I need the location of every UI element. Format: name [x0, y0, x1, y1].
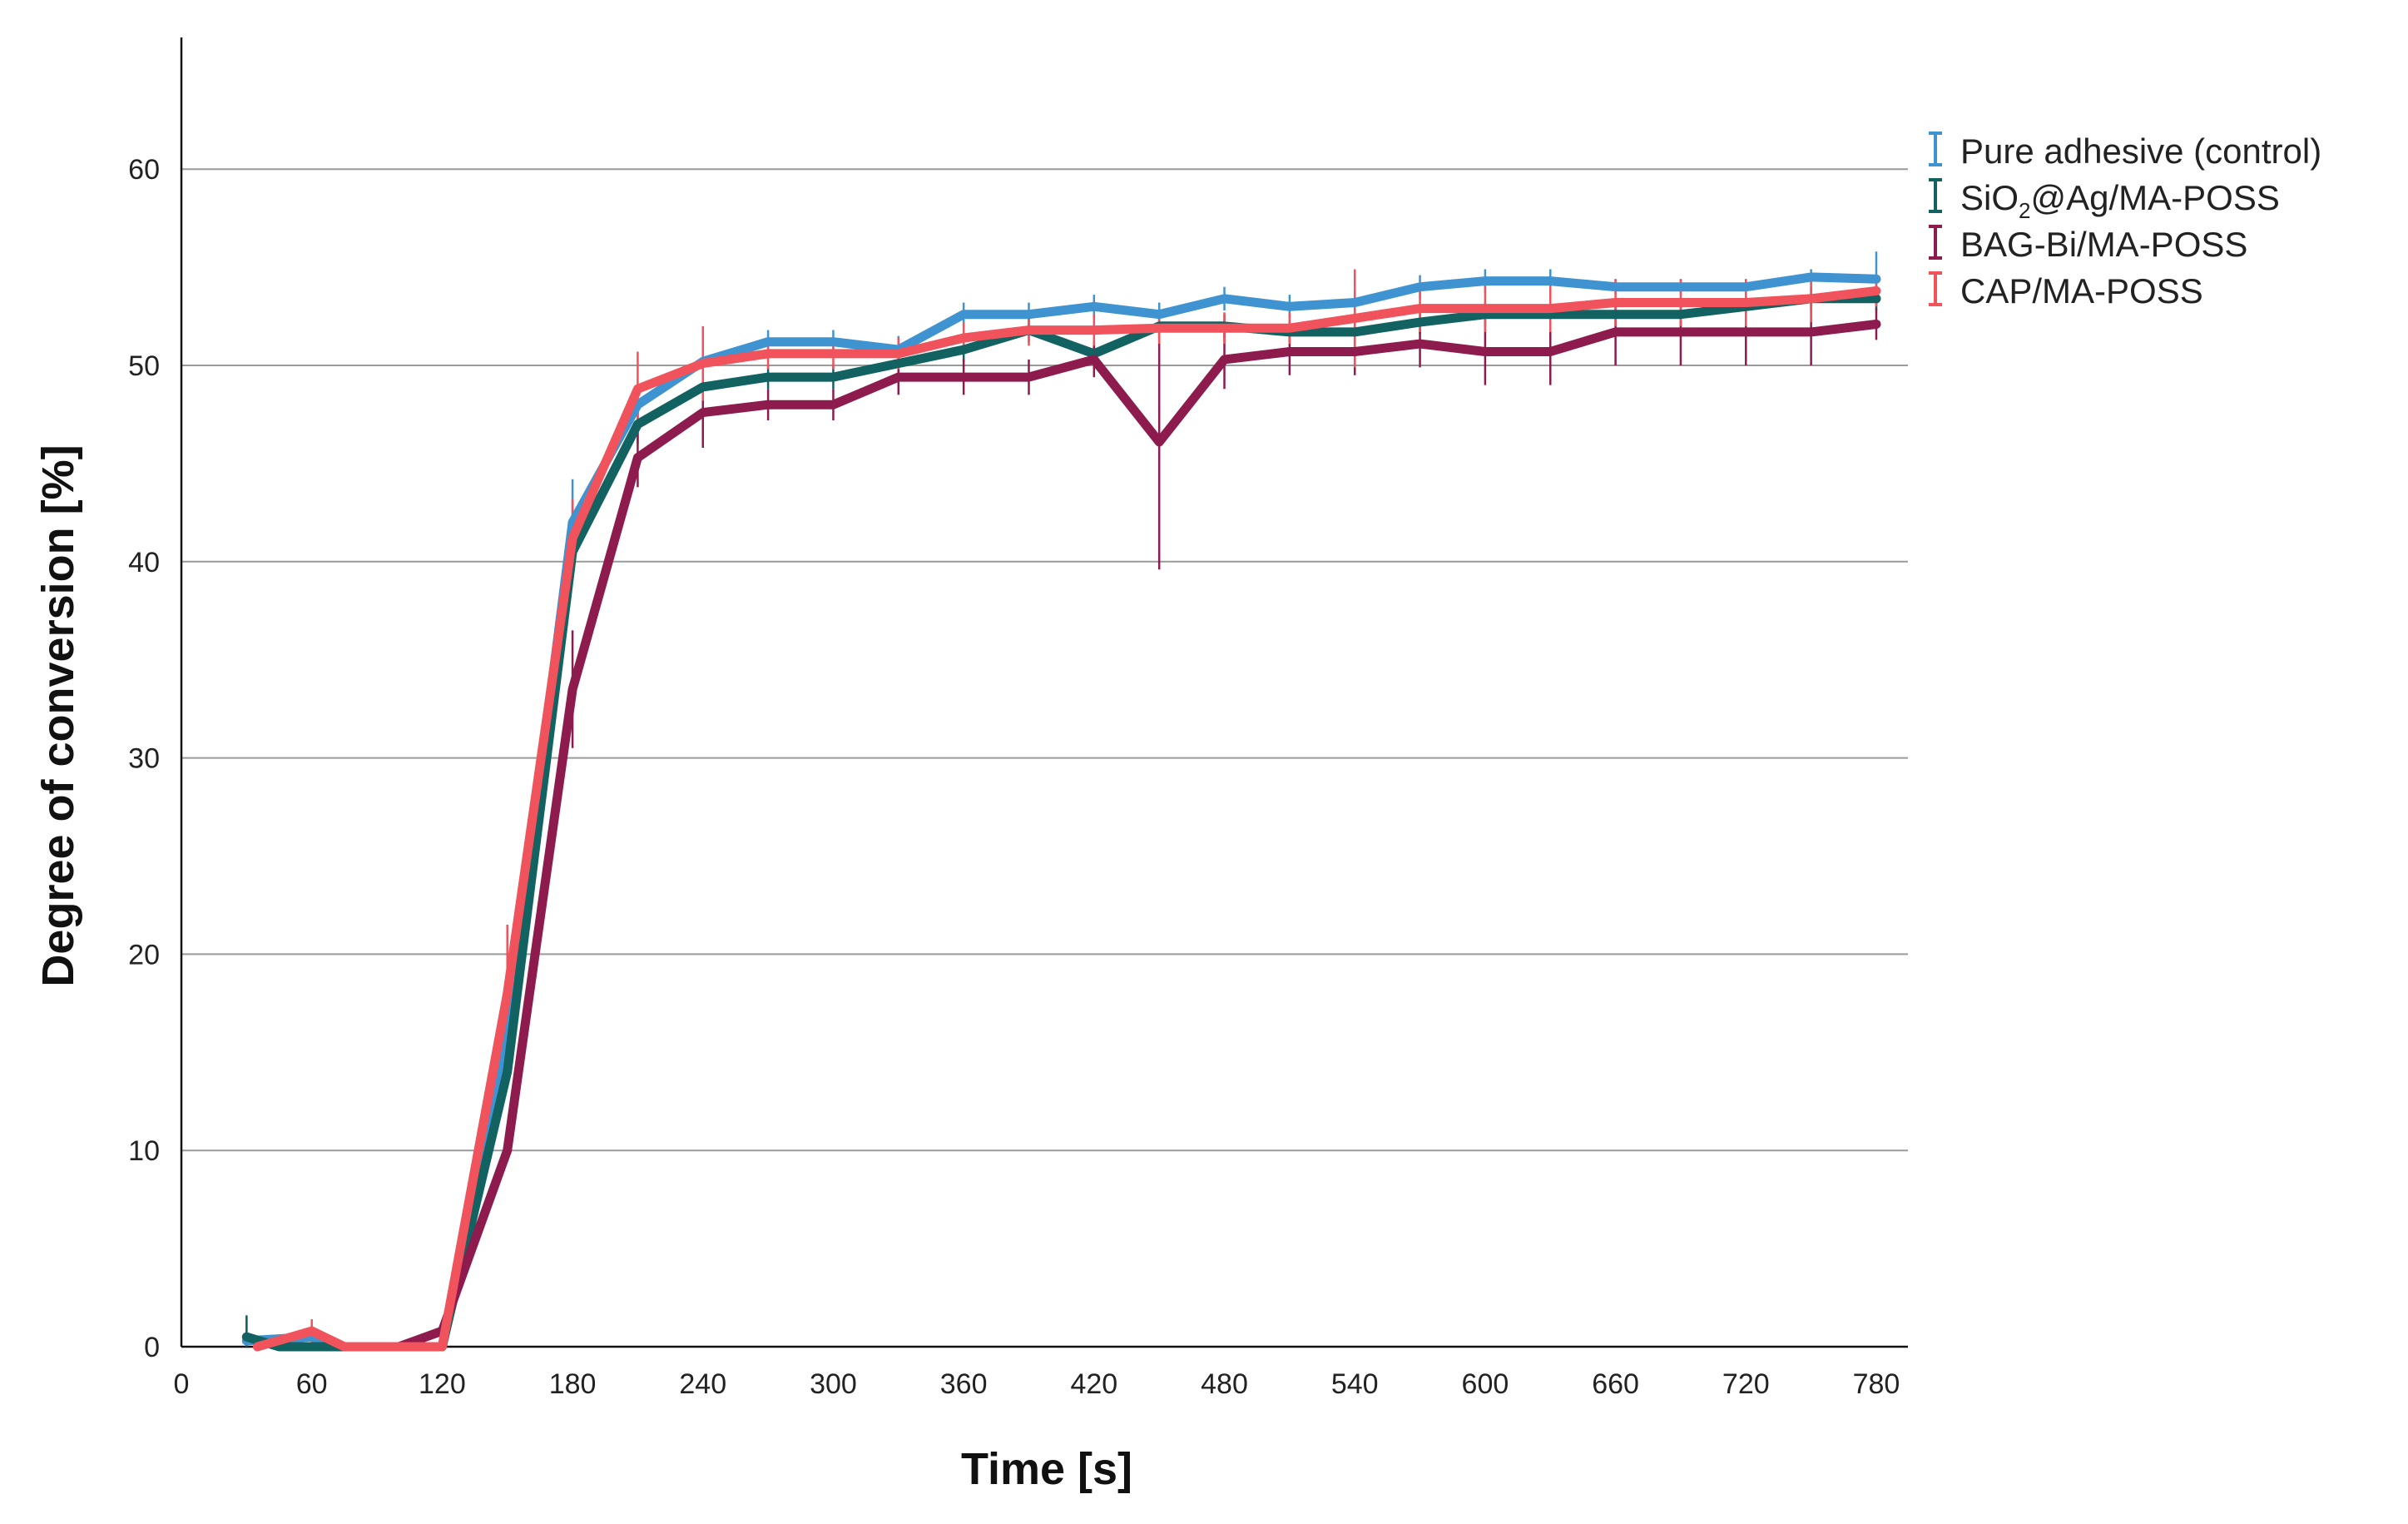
legend-label-sio2-main: SiO: [1960, 178, 2019, 217]
x-tick-label-420: 420: [1070, 1368, 1117, 1400]
x-tick-label-0: 0: [174, 1368, 190, 1400]
x-tick-label-600: 600: [1462, 1368, 1509, 1400]
y-axis-title: Degree of conversion [%]: [33, 444, 83, 986]
x-axis-title: Time [s]: [961, 1444, 1132, 1494]
y-tick-label-20: 20: [128, 939, 160, 970]
y-tick-label-10: 10: [128, 1135, 160, 1167]
grid-lines: [181, 168, 1908, 1152]
legend-label-bag-bi: BAG-Bi/MA-POSS: [1960, 225, 2247, 264]
x-tick-label-60: 60: [296, 1368, 328, 1400]
x-tick-label-720: 720: [1722, 1368, 1770, 1400]
legend-label-sio2-rest: @Ag/MA-POSS: [2030, 178, 2279, 217]
legend-swatch-bag-bi: [1929, 225, 1942, 260]
x-tick-label-540: 540: [1331, 1368, 1379, 1400]
legend-item-sio2-ag: SiO2@Ag/MA-POSS: [1929, 178, 2280, 223]
x-tick-label-300: 300: [810, 1368, 857, 1400]
x-tick-labels: 0 60 120 180 240 300 360 420 480 540 600 660 720 780: [174, 1368, 1900, 1400]
x-tick-label-180: 180: [549, 1368, 597, 1400]
series-line-3: [252, 285, 1881, 1352]
x-tick-label-120: 120: [419, 1368, 466, 1400]
legend-item-bag-bi: BAG-Bi/MA-POSS: [1929, 225, 2247, 264]
x-tick-label-660: 660: [1592, 1368, 1639, 1400]
legend-label-sio2-ag: SiO2@Ag/MA-POSS: [1960, 178, 2280, 223]
legend-item-pure-adhesive: Pure adhesive (control): [1929, 132, 2321, 171]
legend-label-cap: CAP/MA-POSS: [1960, 271, 2203, 310]
y-tick-label-40: 40: [128, 547, 160, 578]
y-tick-labels: 0 10 20 30 40 50 60: [128, 154, 160, 1363]
y-tick-label-60: 60: [128, 154, 160, 186]
y-tick-label-30: 30: [128, 743, 160, 775]
x-tick-label-480: 480: [1201, 1368, 1248, 1400]
y-tick-label-50: 50: [128, 350, 160, 382]
series-line-2: [394, 320, 1881, 1352]
y-tick-label-0: 0: [144, 1332, 160, 1363]
x-tick-label-360: 360: [940, 1368, 988, 1400]
x-tick-label-240: 240: [679, 1368, 726, 1400]
legend-swatch-pure-adhesive: [1929, 132, 1942, 166]
series-lines: [241, 272, 1881, 1352]
legend-swatch-cap: [1929, 271, 1942, 306]
legend-label-sio2-subscript: 2: [2019, 198, 2030, 223]
legend-swatch-sio2-ag: [1929, 178, 1942, 213]
axes: [180, 37, 1908, 1348]
legend-label-pure-adhesive: Pure adhesive (control): [1960, 132, 2321, 171]
x-tick-label-780: 780: [1853, 1368, 1900, 1400]
legend-item-cap: CAP/MA-POSS: [1929, 271, 2203, 310]
legend: Pure adhesive (control) SiO2@Ag/MA-POSS …: [1929, 132, 2321, 310]
